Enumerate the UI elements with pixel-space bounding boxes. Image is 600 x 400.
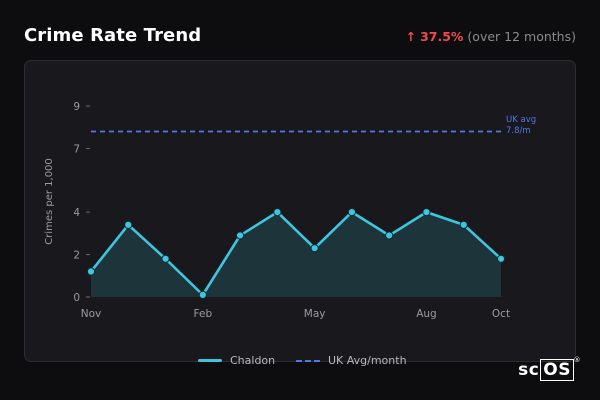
data-point	[235, 231, 245, 240]
trend-summary: ↑ 37.5% (over 12 months)	[406, 29, 576, 44]
chart-card	[24, 60, 576, 362]
data-point	[86, 267, 96, 276]
x-tick-label: Oct	[492, 308, 510, 320]
x-tick-label: Nov	[81, 308, 102, 320]
x-tick-label: Feb	[194, 308, 213, 320]
legend-swatch-dashed	[296, 359, 320, 362]
y-tick-label: 4	[73, 207, 80, 219]
legend-swatch-solid	[198, 359, 222, 362]
legend-item-chaldon[interactable]: Chaldon	[198, 354, 275, 367]
trend-up-arrow-icon: ↑	[405, 29, 417, 44]
legend-label-uk-avg: UK Avg/month	[328, 354, 407, 367]
chart-legend: Chaldon UK Avg/month	[0, 354, 600, 370]
legend-label-chaldon: Chaldon	[230, 354, 276, 367]
data-point	[459, 220, 468, 229]
trend-percentage: 37.5%	[420, 29, 464, 44]
y-tick-label: 7	[73, 143, 80, 155]
trend-period: (over 12 months)	[467, 29, 576, 44]
brand-text: sc	[518, 360, 540, 380]
data-point	[496, 254, 506, 263]
y-tick-label: 0	[73, 292, 80, 304]
y-axis-title: Crimes per 1,000	[44, 158, 55, 245]
y-tick-label: 9	[73, 101, 80, 113]
brand-logo: sc OS ®	[518, 356, 581, 381]
data-point	[347, 208, 357, 217]
data-point	[422, 208, 431, 217]
legend-item-uk-avg[interactable]: UK Avg/month	[296, 354, 407, 367]
page-title: Crime Rate Trend	[24, 25, 202, 46]
reference-label-line1: UK avg	[506, 115, 536, 125]
brand-text-boxed: OS	[540, 359, 574, 381]
x-tick-label: May	[304, 308, 326, 320]
series-area-chaldon	[91, 212, 501, 297]
x-tick-label: Aug	[416, 308, 437, 320]
data-point	[161, 254, 170, 263]
data-point	[124, 220, 133, 229]
reference-label-line2: 7.8/m	[506, 126, 531, 136]
data-point	[385, 231, 394, 240]
brand-registered-mark: ®	[573, 356, 581, 364]
data-point	[310, 244, 319, 253]
data-point	[198, 290, 207, 299]
data-point	[273, 208, 282, 217]
series-line-chaldon	[89, 210, 503, 297]
y-tick-label: 2	[73, 250, 80, 262]
